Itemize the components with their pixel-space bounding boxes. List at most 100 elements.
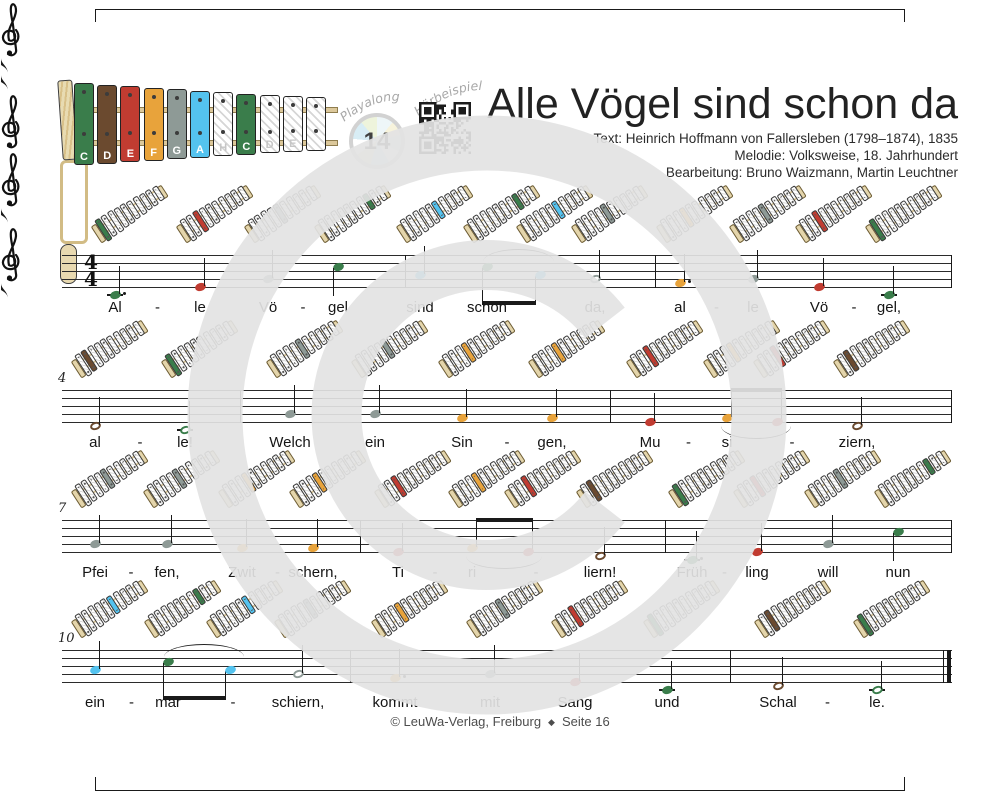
lyric-syllable: Sang: [557, 694, 593, 711]
lyric-syllable: ri: [467, 564, 477, 581]
stem: [670, 661, 673, 689]
xylophone-bar-A: A: [190, 90, 210, 158]
xylophone-bar-blank: [306, 97, 326, 151]
mini-bars: [376, 445, 452, 507]
xylophone-bar-C: C: [74, 83, 94, 165]
stem: [880, 661, 883, 689]
lyric-syllable: al: [89, 434, 101, 451]
mini-bars: [876, 445, 952, 507]
mini-xylophone-icon: [863, 179, 946, 245]
slur: [483, 249, 554, 262]
mini-xylophone-icon: [69, 444, 152, 510]
xylophone-bar-letter: C: [80, 151, 88, 163]
mini-xylophone-icon: [549, 574, 632, 640]
mini-bars: [645, 575, 721, 637]
mini-bars: [731, 180, 807, 242]
xylophone-bar-G: G: [166, 89, 187, 159]
lyric-syllable: le!: [177, 434, 193, 451]
xylophone-bar-letter: E: [289, 138, 297, 150]
mini-bars: [373, 575, 449, 637]
xylophone-bar-H: H: [213, 92, 234, 156]
lyric-syllable: le.: [869, 694, 885, 711]
xylophone-bar-C: C: [236, 93, 257, 155]
augmentation-dot: [700, 556, 704, 560]
stem: [760, 523, 763, 551]
lyric-hyphen: -: [155, 299, 160, 316]
lyric-hyphen: -: [128, 564, 134, 581]
stem: [780, 388, 783, 421]
crop-mark-top-right-tick: [904, 9, 905, 22]
barline: [730, 650, 732, 683]
mini-xylophone-icon: [851, 574, 934, 640]
footer-page-number: Seite 16: [561, 714, 610, 729]
mini-xylophone-icon: [159, 314, 242, 380]
stem: [756, 250, 759, 278]
stem: [423, 246, 426, 274]
crop-mark-top: [95, 9, 905, 10]
mini-bars: [867, 180, 943, 242]
stem: [695, 531, 698, 559]
mini-bars: [628, 315, 704, 377]
stem: [316, 519, 319, 547]
beam: [730, 388, 783, 392]
mini-bars: [73, 445, 149, 507]
lyric-syllable: le: [194, 299, 206, 316]
mini-bars: [145, 445, 221, 507]
mini-xylophone-icon: [287, 444, 370, 510]
stem: [653, 393, 656, 421]
stem: [98, 397, 101, 425]
mini-xylophone-icon: [752, 574, 835, 640]
lyric-syllable: Zwit: [228, 564, 256, 581]
stem: [224, 671, 227, 699]
mini-xylophone-icon: [349, 314, 432, 380]
stem: [822, 258, 825, 286]
mini-bars: [291, 445, 367, 507]
mini-bars: [855, 575, 931, 637]
stem: [170, 515, 173, 543]
mini-xylophone-icon: [654, 179, 737, 245]
barline: [360, 520, 362, 553]
mini-bars: [578, 445, 654, 507]
stem: [98, 641, 101, 669]
footer-diamond: ◆: [548, 717, 555, 727]
final-barline-thin: [943, 650, 945, 683]
xylophone-bar-letter: G: [172, 145, 182, 157]
lyric-syllable: mit: [480, 694, 500, 711]
lyric-hyphen: -: [230, 694, 236, 711]
stem: [892, 266, 895, 294]
lyric-syllable: Schal: [759, 694, 797, 711]
end-barline: [950, 520, 952, 553]
mini-bars: [806, 445, 882, 507]
mini-bars: [735, 445, 811, 507]
mini-bars: [246, 180, 322, 242]
stem: [162, 663, 165, 699]
lyric-syllable: Ti: [392, 564, 404, 581]
lyric-hyphen: -: [300, 299, 306, 316]
eighth-flag: [0, 283, 9, 300]
mini-xylophone-icon: [436, 314, 519, 380]
mini-xylophone-icon: [731, 444, 814, 510]
xylophone-bar-letter: E: [126, 148, 135, 160]
slur: [164, 644, 244, 657]
mini-bars: [440, 315, 516, 377]
mini-xylophone-icon: [264, 314, 347, 380]
mini-xylophone-icon: [464, 574, 547, 640]
lyric-syllable: und: [654, 694, 680, 711]
mini-xylophone-icon: [872, 444, 955, 510]
stem: [578, 653, 581, 681]
stem: [465, 389, 468, 417]
xylophone-bar-letter: H: [219, 142, 228, 154]
lyric-syllable: schon: [466, 299, 508, 316]
mini-bars: [797, 180, 873, 242]
mini-xylophone-icon: [89, 179, 172, 245]
treble-clef-icon: [0, 150, 26, 208]
stem: [398, 649, 401, 677]
barline: [610, 390, 612, 423]
lyric-syllable: Vö: [258, 299, 278, 316]
stem: [860, 397, 863, 425]
stem: [332, 268, 335, 296]
augmentation-dot: [688, 279, 692, 283]
mini-bars: [73, 315, 149, 377]
lyric-hyphen: -: [789, 434, 795, 451]
